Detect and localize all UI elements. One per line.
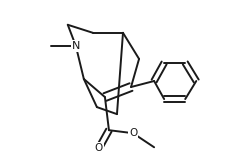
Text: O: O xyxy=(129,128,137,138)
Text: N: N xyxy=(72,41,80,51)
Text: O: O xyxy=(95,143,103,153)
